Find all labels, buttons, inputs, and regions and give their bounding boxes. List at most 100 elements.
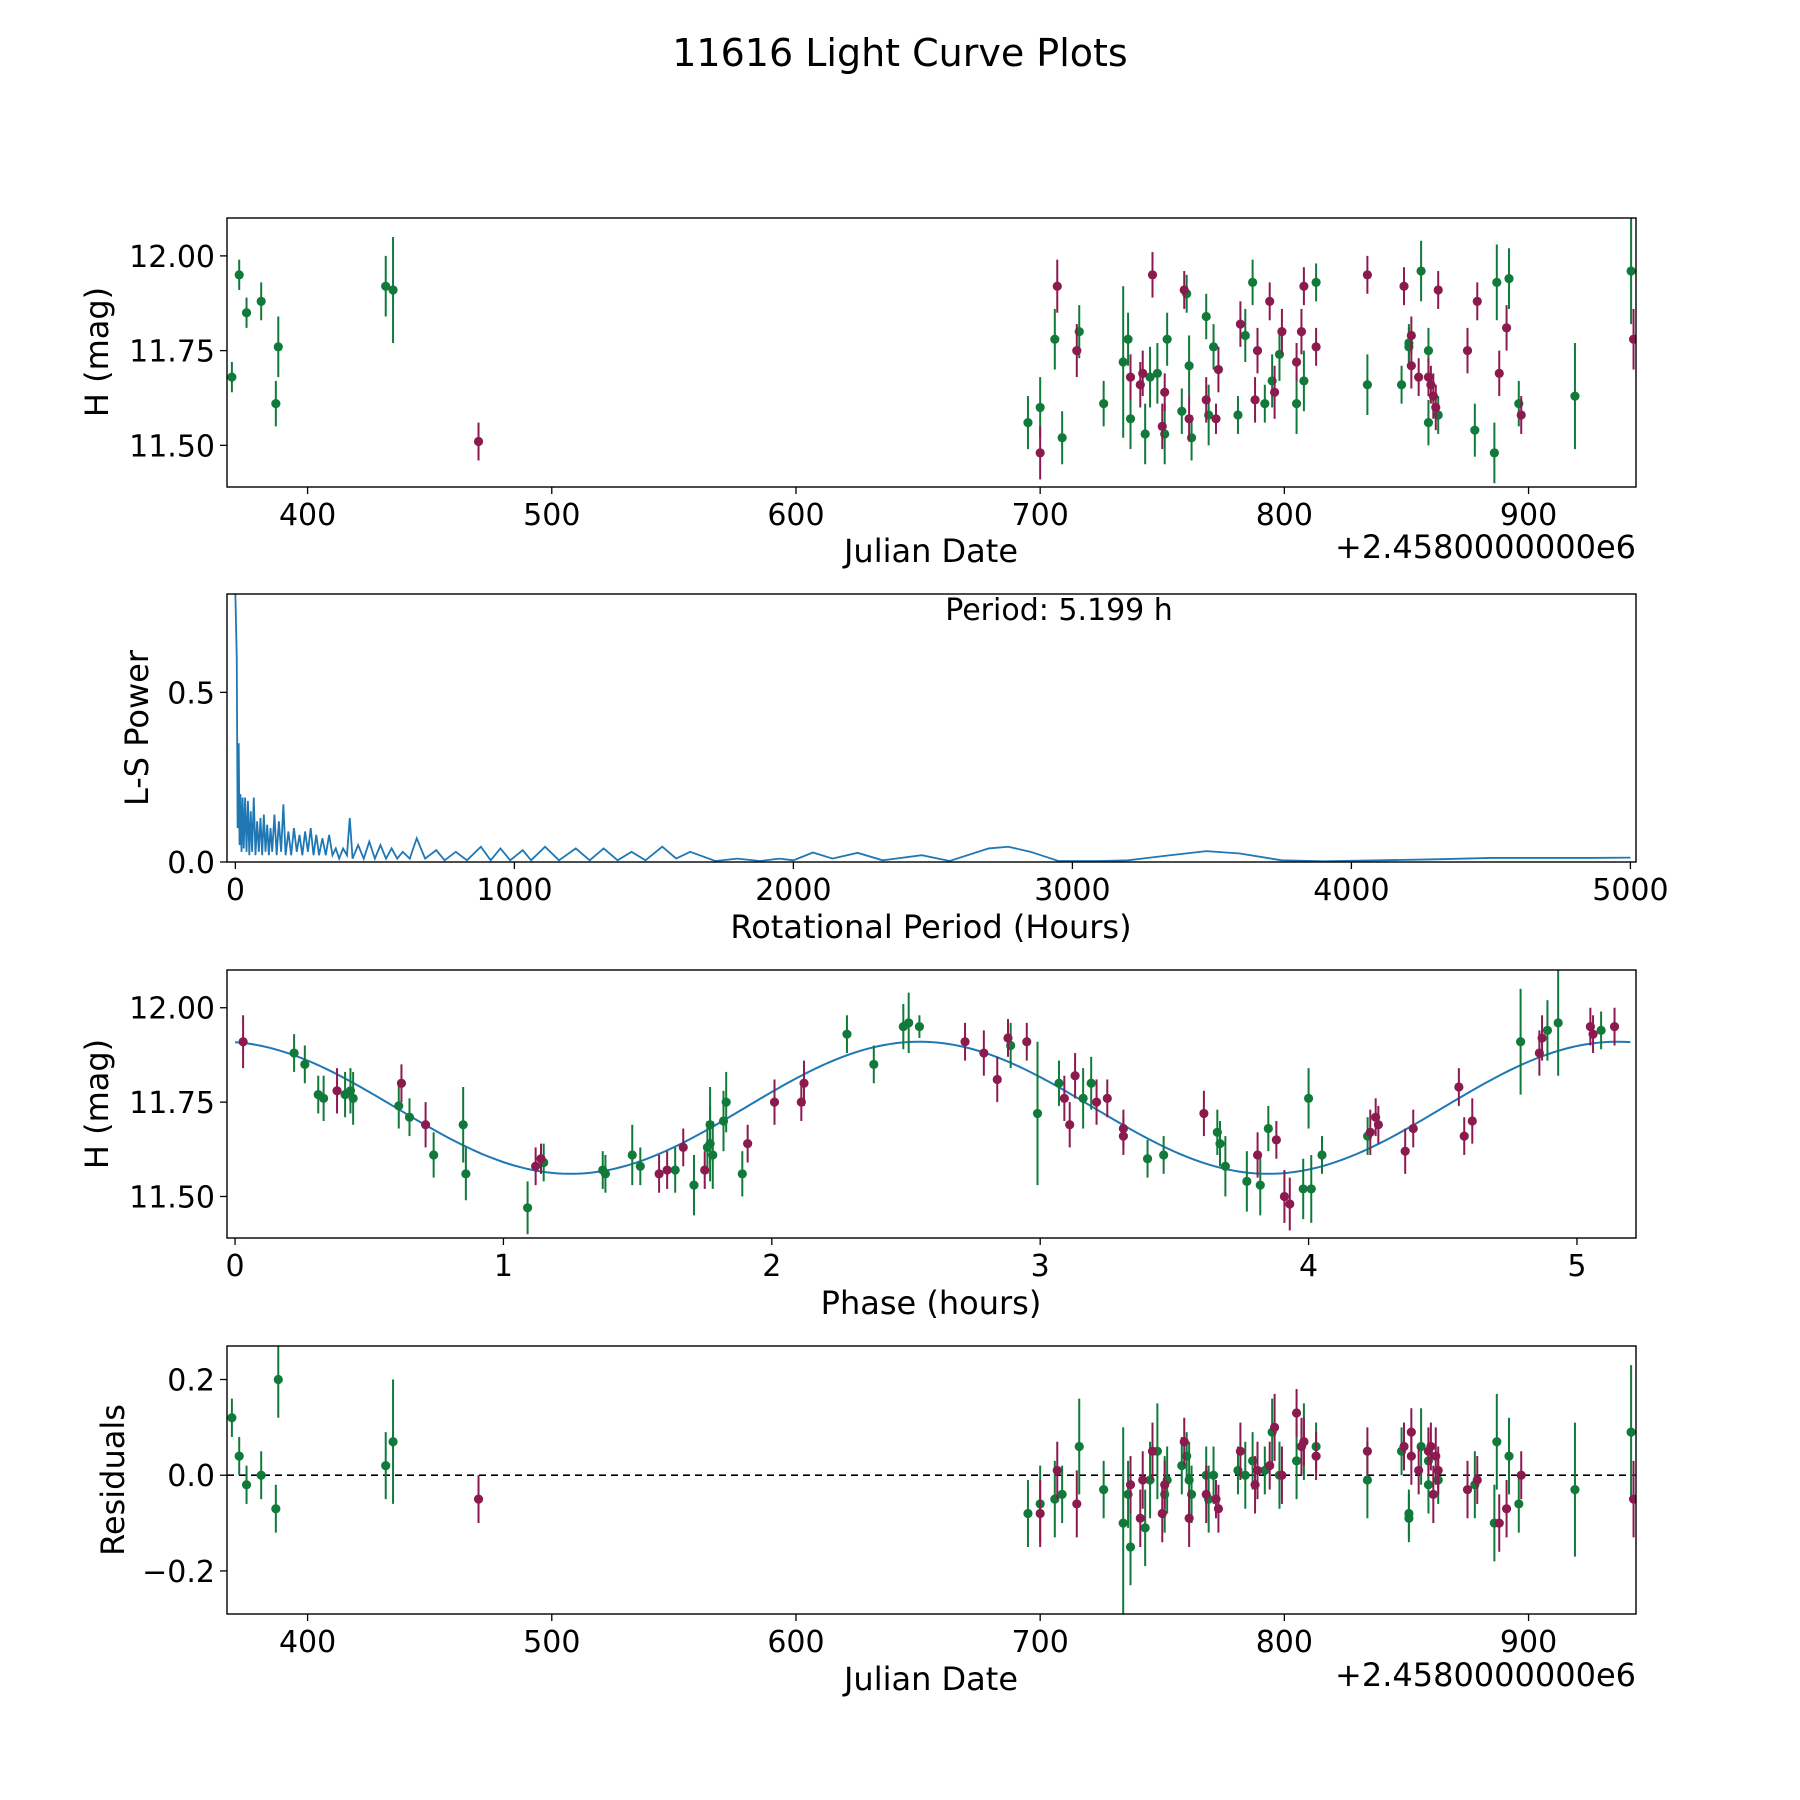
lightcurve-green-point	[273, 342, 283, 352]
phasefold-magenta-point	[769, 1097, 780, 1107]
periodogram-xtick-label: 4000	[1313, 873, 1389, 908]
lightcurve-green-point	[1162, 334, 1172, 344]
lightcurve-xtick-label: 800	[1256, 498, 1313, 533]
residuals-green-point	[273, 1374, 283, 1385]
lightcurve-green-point	[1123, 334, 1133, 344]
lightcurve-xtick-label: 600	[767, 498, 824, 533]
phasefold-magenta-point	[979, 1048, 989, 1058]
residuals-magenta-point	[1213, 1504, 1224, 1514]
phasefold-green-point	[1220, 1161, 1230, 1171]
residuals-green-point	[1074, 1441, 1084, 1452]
residuals-green-point	[1208, 1470, 1219, 1480]
residuals-magenta-point	[1291, 1408, 1302, 1418]
lightcurve-green-point	[1152, 368, 1162, 378]
residuals-frame	[226, 1345, 1637, 1615]
periodogram-xtick-label: 3000	[1034, 873, 1110, 908]
phasefold-xlabel: Phase (hours)	[821, 1284, 1042, 1322]
residuals-magenta-point	[1052, 1465, 1062, 1476]
lightcurve-magenta-point	[1252, 346, 1263, 356]
phasefold-green-point	[689, 1180, 699, 1190]
residuals-x-offset: +2.4580000000e6	[1335, 1656, 1636, 1694]
lightcurve-magenta-point	[1406, 361, 1416, 371]
phasefold-green-point	[1515, 1037, 1526, 1047]
residuals-magenta-point	[1628, 1494, 1636, 1504]
lightcurve-green-point	[241, 308, 252, 318]
phasefold-magenta-point	[743, 1139, 753, 1149]
lightcurve-green-point	[1177, 406, 1187, 416]
phasefold-green-point	[627, 1150, 637, 1160]
lightcurve-magenta-point	[1138, 368, 1148, 378]
lightcurve-green-point	[1140, 429, 1150, 439]
residuals-magenta-point	[1472, 1475, 1482, 1485]
lightcurve-magenta-point	[1472, 296, 1482, 306]
lightcurve-green-point	[1291, 399, 1302, 409]
residuals-green-point	[1057, 1489, 1067, 1499]
lightcurve-xtick-label: 500	[523, 498, 580, 533]
phasefold-green-point	[708, 1150, 718, 1160]
lightcurve-green-point	[388, 285, 398, 295]
lightcurve-magenta-point	[1501, 323, 1512, 333]
residuals-xtick-label: 900	[1500, 1625, 1557, 1660]
residuals-green-point	[1404, 1508, 1414, 1519]
phasefold-magenta-point	[1065, 1120, 1075, 1130]
phasefold-green-point	[1142, 1154, 1153, 1164]
lightcurve-magenta-point	[1213, 364, 1224, 375]
phasefold-xtick-label: 0	[226, 1249, 245, 1284]
lightcurve-green-point	[1050, 334, 1060, 344]
lightcurve-green-point	[1099, 399, 1109, 409]
residuals-ytick-label: 0.2	[167, 1364, 215, 1399]
lightcurve-magenta-point	[1201, 395, 1211, 405]
residuals-green-point	[1514, 1499, 1524, 1509]
phasefold-magenta-point	[1252, 1150, 1263, 1160]
periodogram-xtick-label: 0	[226, 873, 245, 908]
residuals-magenta-point	[1426, 1441, 1436, 1452]
residuals-magenta-point	[1184, 1513, 1194, 1523]
fit-curve	[234, 1040, 1631, 1175]
residuals-green-point	[1240, 1470, 1250, 1480]
lightcurve-magenta-point	[1296, 327, 1307, 337]
lightcurve-magenta-point	[1431, 402, 1441, 413]
phasefold-magenta-point	[1091, 1097, 1102, 1107]
residuals-ylabel: Residuals	[94, 1404, 132, 1556]
residuals-magenta-point	[1428, 1489, 1438, 1499]
residuals-xtick-label: 700	[1012, 1625, 1069, 1660]
phasefold-green-point	[670, 1165, 680, 1175]
phasefold-magenta-point	[1609, 1022, 1620, 1032]
residuals-xlabel: Julian Date	[842, 1660, 1018, 1698]
lightcurve-magenta-point	[1211, 414, 1221, 424]
lightcurve-xtick-label: 400	[279, 498, 336, 533]
residuals-magenta-point	[1201, 1489, 1211, 1499]
phasefold-xtick-label: 1	[494, 1249, 513, 1284]
residuals-xtick-label: 400	[279, 1625, 336, 1660]
lightcurve-ytick-label: 11.50	[129, 429, 215, 464]
phasefold-magenta-point	[421, 1120, 431, 1130]
phasefold-magenta-point	[992, 1074, 1002, 1085]
periodogram-ytick-label: 0.0	[167, 846, 215, 881]
phasefold-xtick-label: 3	[1031, 1249, 1050, 1284]
phasefold-data	[234, 970, 1631, 1235]
residuals-green-point	[1362, 1475, 1372, 1485]
phasefold-green-point	[904, 1018, 914, 1028]
periodogram-power-line	[234, 594, 1631, 862]
lightcurve-green-point	[1423, 417, 1434, 428]
lightcurve-panel: 400 500 600 700 800 900 11.50 11.75 12.00 Julian…	[78, 217, 1637, 570]
residuals-ytick-label: −0.2	[142, 1555, 215, 1590]
lightcurve-green-point	[1023, 417, 1033, 428]
phasefold-green-point	[300, 1059, 310, 1069]
phasefold-ylabel: H (mag)	[78, 1039, 116, 1169]
lightcurve-x-offset: +2.4580000000e6	[1335, 528, 1636, 566]
periodogram-xlabel: Rotational Period (Hours)	[730, 908, 1131, 946]
residuals-ytick-label: 0.0	[167, 1459, 215, 1494]
phasefold-green-point	[1553, 1018, 1563, 1028]
lightcurve-magenta-point	[1406, 330, 1416, 341]
phasefold-magenta-point	[1070, 1071, 1080, 1081]
residuals-green-point	[271, 1504, 281, 1514]
lightcurve-ylabel: H (mag)	[78, 287, 116, 417]
phasefold-green-point	[1306, 1184, 1316, 1194]
phasefold-magenta-point	[1408, 1123, 1418, 1134]
phasefold-ytick-label: 12.00	[129, 992, 215, 1027]
phasefold-magenta-point	[1279, 1191, 1290, 1202]
phasefold-magenta-point	[960, 1037, 970, 1047]
phasefold-green-point	[458, 1120, 468, 1130]
phasefold-magenta-point	[1199, 1108, 1209, 1119]
